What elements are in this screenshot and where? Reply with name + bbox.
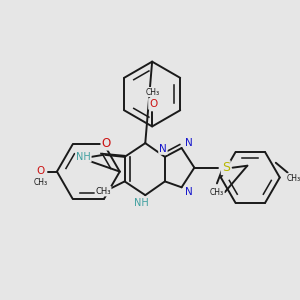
Text: S: S bbox=[222, 161, 230, 174]
Text: CH₃: CH₃ bbox=[210, 188, 224, 197]
Text: N: N bbox=[184, 138, 192, 148]
Text: CH₃: CH₃ bbox=[286, 174, 300, 183]
Text: NH: NH bbox=[76, 152, 91, 162]
Text: N: N bbox=[159, 144, 167, 154]
Text: NH: NH bbox=[134, 198, 149, 208]
Text: CH₃: CH₃ bbox=[33, 178, 47, 187]
Text: O: O bbox=[101, 136, 111, 150]
Text: CH₃: CH₃ bbox=[146, 88, 160, 97]
Text: O: O bbox=[36, 166, 44, 176]
Text: N: N bbox=[184, 187, 192, 197]
Text: O: O bbox=[149, 99, 157, 109]
Text: CH₃: CH₃ bbox=[95, 187, 111, 196]
